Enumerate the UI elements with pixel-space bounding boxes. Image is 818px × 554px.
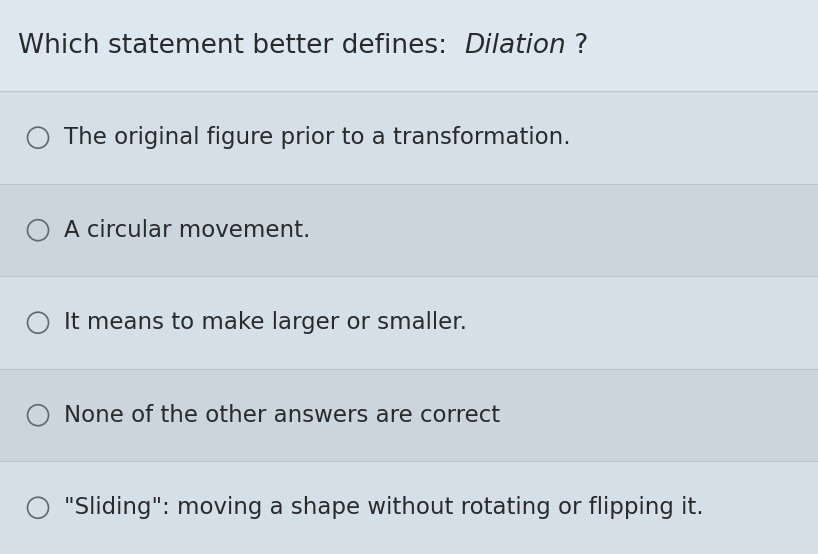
Bar [0, 369, 818, 461]
Text: Which statement better defines:: Which statement better defines: [18, 33, 464, 59]
Text: The original figure prior to a transformation.: The original figure prior to a transform… [65, 126, 571, 149]
Bar [0, 91, 818, 184]
Bar [0, 184, 818, 276]
Bar [0, 461, 818, 554]
Bar [0, 276, 818, 369]
Text: Dilation: Dilation [464, 33, 565, 59]
Text: It means to make larger or smaller.: It means to make larger or smaller. [65, 311, 468, 334]
Text: "Sliding": moving a shape without rotating or flipping it.: "Sliding": moving a shape without rotati… [65, 496, 704, 519]
Text: None of the other answers are correct: None of the other answers are correct [65, 404, 501, 427]
Text: ?: ? [565, 33, 588, 59]
Bar [0, 0, 818, 91]
Text: A circular movement.: A circular movement. [65, 219, 311, 242]
